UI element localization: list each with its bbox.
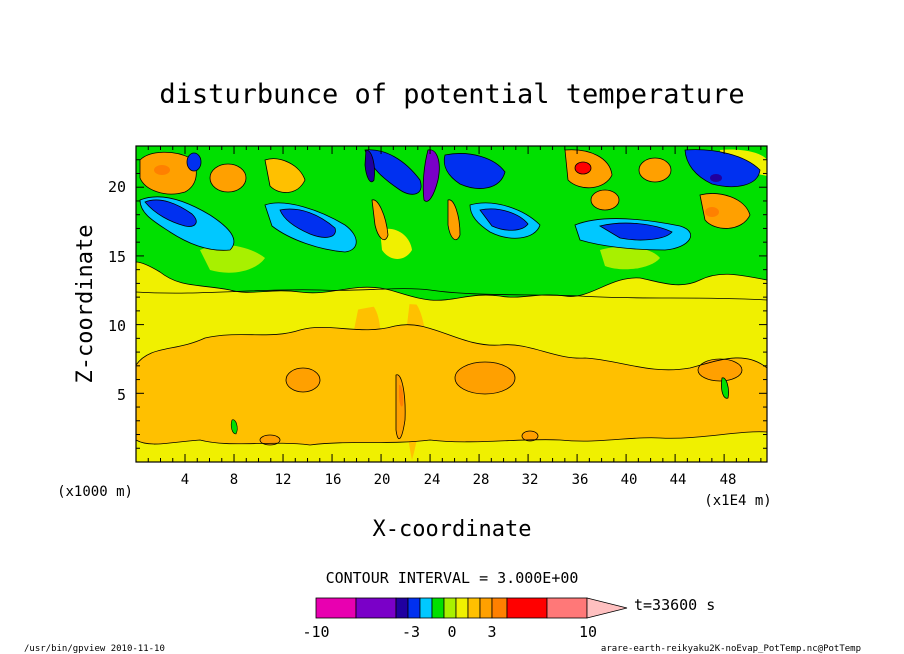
colorbar-cells: [315, 597, 628, 619]
upper-yellow-patch-1: [200, 244, 265, 273]
x-tick-label: 20: [374, 472, 391, 488]
colorbar-extension-arrow: [586, 597, 628, 619]
upper-yellow-patch-2: [600, 246, 660, 270]
colorbar-label: -10: [302, 623, 329, 641]
upper-yellow-patch-3: [380, 228, 412, 259]
central-red-streak: [399, 384, 404, 407]
x-tick-label: 16: [325, 472, 342, 488]
colorbar-cell: [479, 597, 493, 619]
colorbar-cell: [546, 597, 588, 619]
colorbar-cell: [315, 597, 357, 619]
central-orange-streak-3: [395, 374, 406, 440]
contour-line-bottom: [135, 431, 768, 446]
upper-blue-center-2: [479, 208, 529, 231]
region-lower-orange: [136, 324, 767, 445]
x-tick-label: 32: [522, 472, 539, 488]
y-axis-scale-note: (x1000 m): [57, 484, 133, 500]
upper-orange-left-3: [264, 158, 306, 193]
upper-red-right: [574, 161, 592, 175]
colorbar-cell: [355, 597, 397, 619]
region-yellow-band: [136, 288, 767, 327]
y-axis-label: Z-coordinate: [73, 225, 98, 384]
x-tick-label: 24: [424, 472, 441, 488]
orange-spot-5: [521, 430, 539, 442]
colorbar-label: 10: [579, 623, 597, 641]
footer-left: /usr/bin/gpview 2010-11-10: [24, 644, 165, 654]
colorbar-cell: [407, 597, 421, 619]
colorbar-cell: [467, 597, 481, 619]
colorbar: -10 -3 0 3 10: [302, 597, 628, 641]
orange-spot-1: [285, 367, 321, 393]
x-tick-labels: 4 8 12 16 20 24 28 32 36 40 44 48: [181, 472, 737, 488]
colorbar-cell: [491, 597, 508, 619]
y-tick-label: 20: [108, 178, 126, 196]
plot-frame: [135, 145, 768, 463]
upper-orange-left-2: [209, 163, 247, 193]
y-tick-labels: 5 10 15 20: [108, 178, 126, 404]
region-lower-orange-3: [403, 300, 427, 460]
orange-spot-2: [454, 361, 516, 395]
central-orange-streak-2: [447, 199, 461, 241]
y-tick-label: 15: [108, 248, 126, 266]
upper-navy-right: [710, 174, 722, 182]
colorbar-cell: [431, 597, 445, 619]
time-label: t=33600 s: [634, 596, 715, 614]
contour-interval-label: CONTOUR INTERVAL = 3.000E+00: [326, 569, 579, 587]
x-tick-label: 36: [572, 472, 589, 488]
x-tick-label: 4: [181, 472, 189, 488]
colorbar-label: 0: [447, 623, 456, 641]
contour-line-lower: [135, 324, 768, 371]
central-orange-streak-1: [371, 199, 389, 241]
contour-line-upper: [135, 261, 768, 301]
orange-spot-3: [697, 358, 743, 382]
colorbar-label: 3: [487, 623, 496, 641]
upper-blue-mid: [279, 208, 336, 238]
upper-blue-left-2: [186, 152, 202, 172]
lower-green-spot-2: [230, 419, 238, 435]
x-tick-label: 48: [720, 472, 737, 488]
axis-ticks: [136, 145, 767, 462]
x-tick-label: 28: [473, 472, 490, 488]
x-tick-label: 8: [230, 472, 238, 488]
upper-blue-center-left: [364, 149, 422, 195]
x-axis-label: X-coordinate: [373, 517, 532, 542]
upper-red-left: [154, 165, 170, 175]
y-tick-label: 5: [117, 386, 126, 404]
y-tick-label: 10: [108, 317, 126, 335]
upper-orange-right-2: [638, 157, 672, 183]
central-blue-streak-1: [364, 149, 375, 183]
colorbar-cell: [419, 597, 433, 619]
x-tick-label: 44: [670, 472, 687, 488]
upper-blue-right-2: [684, 149, 761, 187]
upper-blue-right: [598, 222, 673, 241]
colorbar-label: -3: [402, 623, 420, 641]
x-tick-label: 12: [275, 472, 292, 488]
contour-line-mid: [135, 288, 768, 301]
x-tick-label: 40: [621, 472, 638, 488]
lower-green-spot: [721, 377, 729, 399]
colorbar-cell: [443, 597, 457, 619]
orange-spot-4: [259, 434, 281, 446]
upper-orange-right-4: [699, 193, 751, 229]
colorbar-cell: [455, 597, 469, 619]
upper-blue-center: [443, 153, 506, 189]
colorbar-cell: [506, 597, 548, 619]
x-axis-scale-note: (x1E4 m): [704, 493, 771, 509]
footer-right: arare-earth-reikyaku2K-noEvap_PotTemp.nc…: [601, 644, 861, 654]
upper-orange-right-3: [590, 189, 620, 211]
upper-blue-left: [144, 199, 197, 227]
plot-area: [135, 145, 768, 463]
chart-title: disturbunce of potential temperature: [159, 79, 744, 110]
central-purple-streak: [422, 149, 440, 202]
colorbar-cell: [395, 597, 409, 619]
upper-red-right-2: [705, 207, 719, 217]
